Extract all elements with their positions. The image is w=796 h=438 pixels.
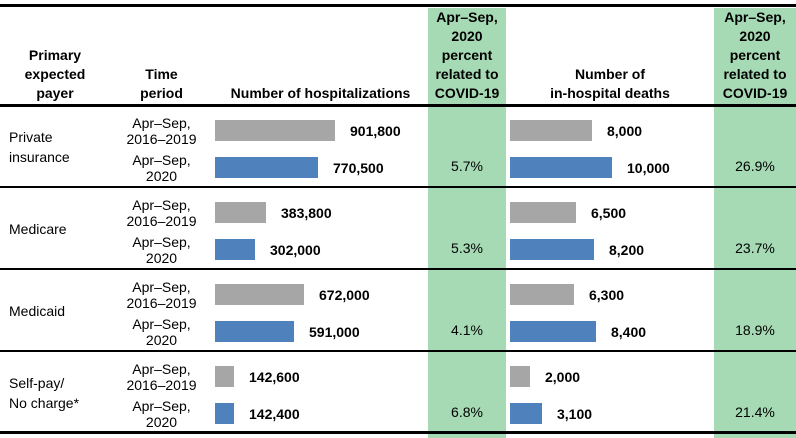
deaths-value-2020: 10,000 bbox=[627, 159, 670, 176]
hospitalizations-value-baseline: 672,000 bbox=[319, 286, 370, 303]
time-period-2020: Apr–Sep, 2020 bbox=[132, 397, 191, 430]
deaths-value-baseline: 8,000 bbox=[607, 122, 643, 139]
hospitalizations-bar-2020 bbox=[215, 321, 294, 342]
hospitalizations-chart-cell: 383,800 302,000 bbox=[213, 189, 428, 268]
hospitalizations-bar-baseline bbox=[215, 284, 304, 305]
covid-percent-deaths: 18.9% bbox=[735, 322, 775, 338]
covid-percent-hospitalizations: 5.7% bbox=[451, 158, 483, 174]
time-period-cell: Apr–Sep, 2016–2019 Apr–Sep, 2020 bbox=[110, 189, 213, 268]
deaths-value-baseline: 2,000 bbox=[545, 368, 581, 385]
deaths-value-baseline: 6,300 bbox=[589, 286, 625, 303]
hospitalizations-bar-2020 bbox=[215, 157, 318, 178]
deaths-bar-baseline bbox=[510, 202, 576, 223]
hospitalizations-chart-cell: 901,800 770,500 bbox=[213, 107, 428, 186]
hospitalizations-chart-cell: 142,600 142,400 bbox=[213, 353, 428, 432]
deaths-value-2020: 3,100 bbox=[557, 405, 593, 422]
hospitalizations-bar-baseline bbox=[215, 366, 234, 387]
time-period-cell: Apr–Sep, 2016–2019 Apr–Sep, 2020 bbox=[110, 107, 213, 186]
hospitalizations-value-baseline: 142,600 bbox=[249, 368, 300, 385]
covid-percent-highlight-column-hospitalizations bbox=[428, 8, 506, 438]
deaths-bar-2020 bbox=[510, 157, 612, 178]
covid-percent-hospitalizations: 6.8% bbox=[451, 404, 483, 420]
covid-percent-hospitalizations: 5.3% bbox=[451, 240, 483, 256]
covid-percent-deaths: 21.4% bbox=[735, 404, 775, 420]
time-period-baseline: Apr–Sep, 2016–2019 bbox=[126, 196, 197, 229]
table-row: Private insurance Apr–Sep, 2016–2019 Apr… bbox=[0, 107, 796, 186]
table-row: Self-pay/ No charge* Apr–Sep, 2016–2019 … bbox=[0, 353, 796, 431]
covid-percent-deaths: 26.9% bbox=[735, 158, 775, 174]
table-rule-row3 bbox=[0, 350, 796, 352]
time-period-cell: Apr–Sep, 2016–2019 Apr–Sep, 2020 bbox=[110, 271, 213, 350]
table-row: Medicaid Apr–Sep, 2016–2019 Apr–Sep, 202… bbox=[0, 271, 796, 350]
header-number-of-in-hospital-deaths: Number of in-hospital deaths bbox=[550, 66, 670, 101]
hospitalizations-bar-2020 bbox=[215, 239, 255, 260]
deaths-chart-cell: 6,300 8,400 bbox=[506, 271, 714, 350]
deaths-bar-2020 bbox=[510, 239, 594, 260]
hospitalizations-value-2020: 142,400 bbox=[249, 405, 300, 422]
hospitalizations-bar-baseline bbox=[215, 202, 266, 223]
time-period-baseline: Apr–Sep, 2016–2019 bbox=[126, 278, 197, 311]
time-period-baseline: Apr–Sep, 2016–2019 bbox=[126, 360, 197, 393]
time-period-baseline: Apr–Sep, 2016–2019 bbox=[126, 114, 197, 147]
deaths-bar-2020 bbox=[510, 403, 542, 424]
header-covid-percent-hospitalizations: Apr–Sep, 2020 percent related to COVID-1… bbox=[434, 9, 500, 101]
hospitalizations-value-2020: 302,000 bbox=[270, 241, 321, 258]
hospitalizations-chart-cell: 672,000 591,000 bbox=[213, 271, 428, 350]
payer-label: Private insurance bbox=[9, 128, 70, 165]
time-period-2020: Apr–Sep, 2020 bbox=[132, 151, 191, 184]
deaths-value-baseline: 6,500 bbox=[591, 204, 627, 221]
hospitalizations-bar-baseline bbox=[215, 120, 335, 141]
deaths-chart-cell: 2,000 3,100 bbox=[506, 353, 714, 432]
deaths-bar-baseline bbox=[510, 120, 592, 141]
header-primary-expected-payer: Primary expected payer bbox=[24, 47, 86, 101]
hospitalizations-value-2020: 770,500 bbox=[333, 159, 384, 176]
deaths-bar-baseline bbox=[510, 284, 574, 305]
table-rule-header bbox=[0, 104, 796, 107]
covid-percent-hospitalizations: 4.1% bbox=[451, 322, 483, 338]
time-period-2020: Apr–Sep, 2020 bbox=[132, 233, 191, 266]
table-header-row: Primary expected payer Time period Numbe… bbox=[0, 8, 796, 104]
table-rule-top bbox=[0, 4, 796, 7]
hospitalizations-value-baseline: 901,800 bbox=[350, 122, 401, 139]
header-number-of-hospitalizations: Number of hospitalizations bbox=[230, 85, 411, 101]
deaths-value-2020: 8,200 bbox=[609, 241, 645, 258]
hospitalizations-value-baseline: 383,800 bbox=[281, 204, 332, 221]
table-rule-row2 bbox=[0, 268, 796, 270]
covid-percent-highlight-column-deaths bbox=[714, 8, 796, 438]
time-period-2020: Apr–Sep, 2020 bbox=[132, 315, 191, 348]
payer-label: Self-pay/ No charge* bbox=[9, 374, 80, 411]
deaths-bar-baseline bbox=[510, 366, 530, 387]
table-rule-bottom bbox=[0, 431, 796, 434]
hospitalizations-value-2020: 591,000 bbox=[309, 323, 360, 340]
table-row: Medicare Apr–Sep, 2016–2019 Apr–Sep, 202… bbox=[0, 189, 796, 268]
header-time-period: Time period bbox=[140, 66, 183, 101]
header-covid-percent-deaths: Apr–Sep, 2020 percent related to COVID-1… bbox=[722, 9, 788, 101]
hospitalizations-bar-2020 bbox=[215, 403, 234, 424]
table-rule-row1 bbox=[0, 186, 796, 188]
covid-percent-deaths: 23.7% bbox=[735, 240, 775, 256]
time-period-cell: Apr–Sep, 2016–2019 Apr–Sep, 2020 bbox=[110, 353, 213, 432]
deaths-chart-cell: 8,000 10,000 bbox=[506, 107, 714, 186]
deaths-bar-2020 bbox=[510, 321, 596, 342]
deaths-value-2020: 8,400 bbox=[611, 323, 647, 340]
payer-label: Medicare bbox=[9, 220, 67, 237]
payer-label: Medicaid bbox=[9, 302, 66, 319]
deaths-chart-cell: 6,500 8,200 bbox=[506, 189, 714, 268]
